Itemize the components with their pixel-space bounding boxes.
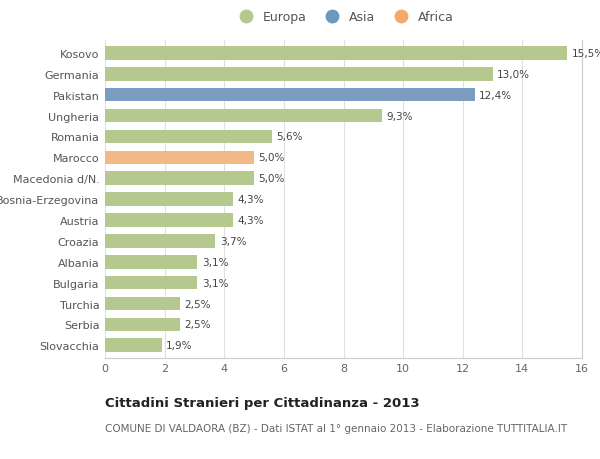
Text: 13,0%: 13,0%	[497, 70, 530, 80]
Bar	[105, 297, 179, 311]
Text: COMUNE DI VALDAORA (BZ) - Dati ISTAT al 1° gennaio 2013 - Elaborazione TUTTITALI: COMUNE DI VALDAORA (BZ) - Dati ISTAT al …	[105, 424, 567, 433]
Bar	[105, 276, 197, 290]
Bar	[105, 130, 272, 144]
Text: 12,4%: 12,4%	[479, 90, 512, 101]
Text: 9,3%: 9,3%	[387, 112, 413, 121]
Bar	[105, 47, 567, 61]
Text: 2,5%: 2,5%	[184, 299, 211, 309]
Bar	[105, 89, 475, 102]
Bar	[105, 255, 197, 269]
Bar	[105, 68, 493, 81]
Legend: Europa, Asia, Africa: Europa, Asia, Africa	[228, 6, 459, 29]
Bar	[105, 172, 254, 185]
Bar	[105, 235, 215, 248]
Text: 5,0%: 5,0%	[259, 174, 285, 184]
Text: 5,6%: 5,6%	[277, 132, 303, 142]
Text: 4,3%: 4,3%	[238, 216, 264, 225]
Text: 15,5%: 15,5%	[572, 49, 600, 59]
Bar	[105, 339, 161, 353]
Text: 2,5%: 2,5%	[184, 319, 211, 330]
Text: 5,0%: 5,0%	[259, 153, 285, 163]
Bar	[105, 193, 233, 207]
Text: 1,9%: 1,9%	[166, 341, 193, 351]
Bar	[105, 318, 179, 331]
Text: 3,7%: 3,7%	[220, 236, 246, 246]
Bar	[105, 110, 382, 123]
Text: 4,3%: 4,3%	[238, 195, 264, 205]
Text: 3,1%: 3,1%	[202, 278, 229, 288]
Bar	[105, 151, 254, 165]
Text: 3,1%: 3,1%	[202, 257, 229, 267]
Bar	[105, 214, 233, 227]
Text: Cittadini Stranieri per Cittadinanza - 2013: Cittadini Stranieri per Cittadinanza - 2…	[105, 396, 419, 409]
